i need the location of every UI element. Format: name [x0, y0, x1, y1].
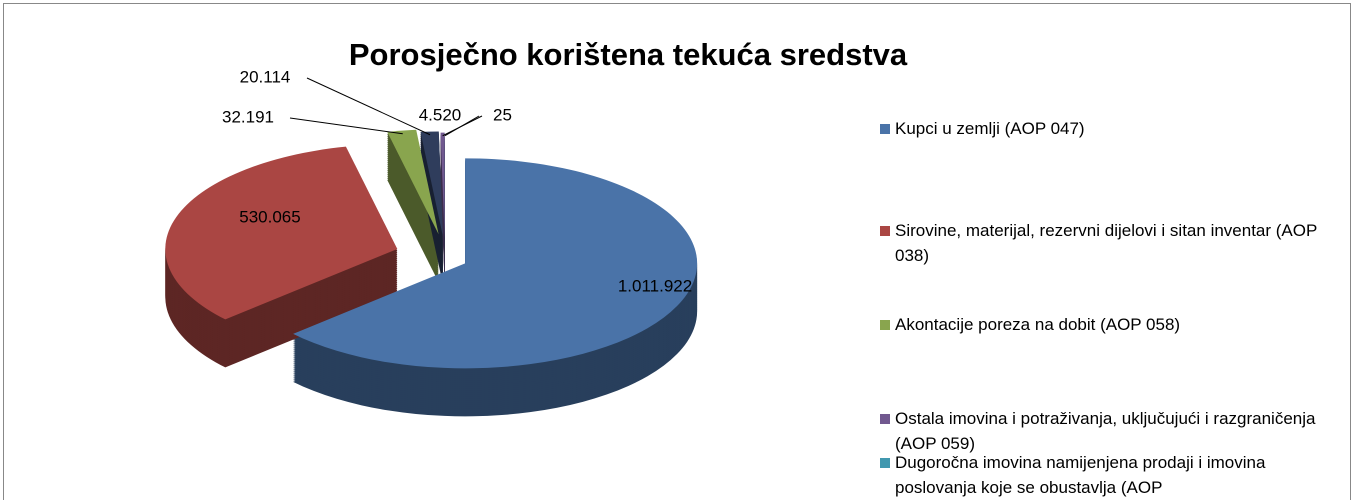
pie-slice: [440, 132, 445, 238]
legend-label: Sirovine, materijal, rezervni dijelovi i…: [895, 221, 1318, 265]
slice-side-layer: [387, 145, 439, 251]
slice-side-layer: [387, 153, 439, 259]
data-label: 25: [493, 105, 512, 124]
slice-side-layer: [387, 141, 439, 247]
chart-border: [3, 3, 1351, 500]
legend-swatch: [880, 458, 890, 468]
slice-side-layer: [387, 165, 439, 271]
legend-label: Ostala imovina i potraživanja, uključuju…: [895, 409, 1316, 453]
slice-side-layer: [387, 135, 439, 241]
chart-title: Porosječno korištena tekuća sredstva: [349, 37, 908, 72]
slice-side-layer: [387, 157, 439, 263]
slice-side-layer: [387, 155, 439, 261]
slice-side-layer: [387, 161, 439, 267]
data-label: 20.114: [240, 67, 291, 86]
leader-line: [306, 77, 431, 136]
pie-slice: [420, 131, 443, 237]
slice-side-layer: [387, 159, 439, 265]
data-label: 530.065: [239, 207, 300, 226]
slice-side-layer: [387, 149, 439, 255]
slice-side-layer: [387, 133, 439, 239]
slice-side-layer: [387, 139, 439, 245]
slice-side-layer: [387, 137, 439, 243]
slice-side: [387, 131, 439, 283]
legend-swatch: [880, 320, 890, 330]
slice-side-layer: [387, 175, 439, 281]
pie-slice: [165, 146, 398, 320]
leader-line: [289, 117, 403, 135]
slice-side-layer: [387, 167, 439, 273]
slice-side-layer: [387, 131, 439, 237]
pie-slice: [293, 158, 698, 369]
legend-label: Kupci u zemlji (AOP 047): [895, 119, 1085, 138]
leader-line: [444, 115, 480, 137]
legend-label: Akontacije poreza na dobit (AOP 058): [895, 315, 1181, 334]
slice-side-layer: [387, 173, 439, 279]
slice-side-layer: [387, 151, 439, 257]
slice-side-layer: [387, 147, 439, 253]
legend-label: Dugoročna imovina namijenjena prodaji i …: [895, 453, 1266, 497]
slice-side-layer: [387, 171, 439, 277]
slice-side-layer: [387, 177, 439, 283]
slice-side-layer: [387, 163, 439, 269]
data-label: 1.011.922: [618, 276, 692, 295]
legend-swatch: [880, 414, 890, 424]
data-label: 4.520: [419, 105, 462, 124]
legend-swatch: [880, 124, 890, 134]
slice-side-layer: [387, 169, 439, 275]
pie-slice: [387, 129, 439, 235]
data-label: 32.191: [222, 107, 274, 126]
legend-swatch: [880, 226, 890, 236]
slice-side-layer: [387, 143, 439, 249]
